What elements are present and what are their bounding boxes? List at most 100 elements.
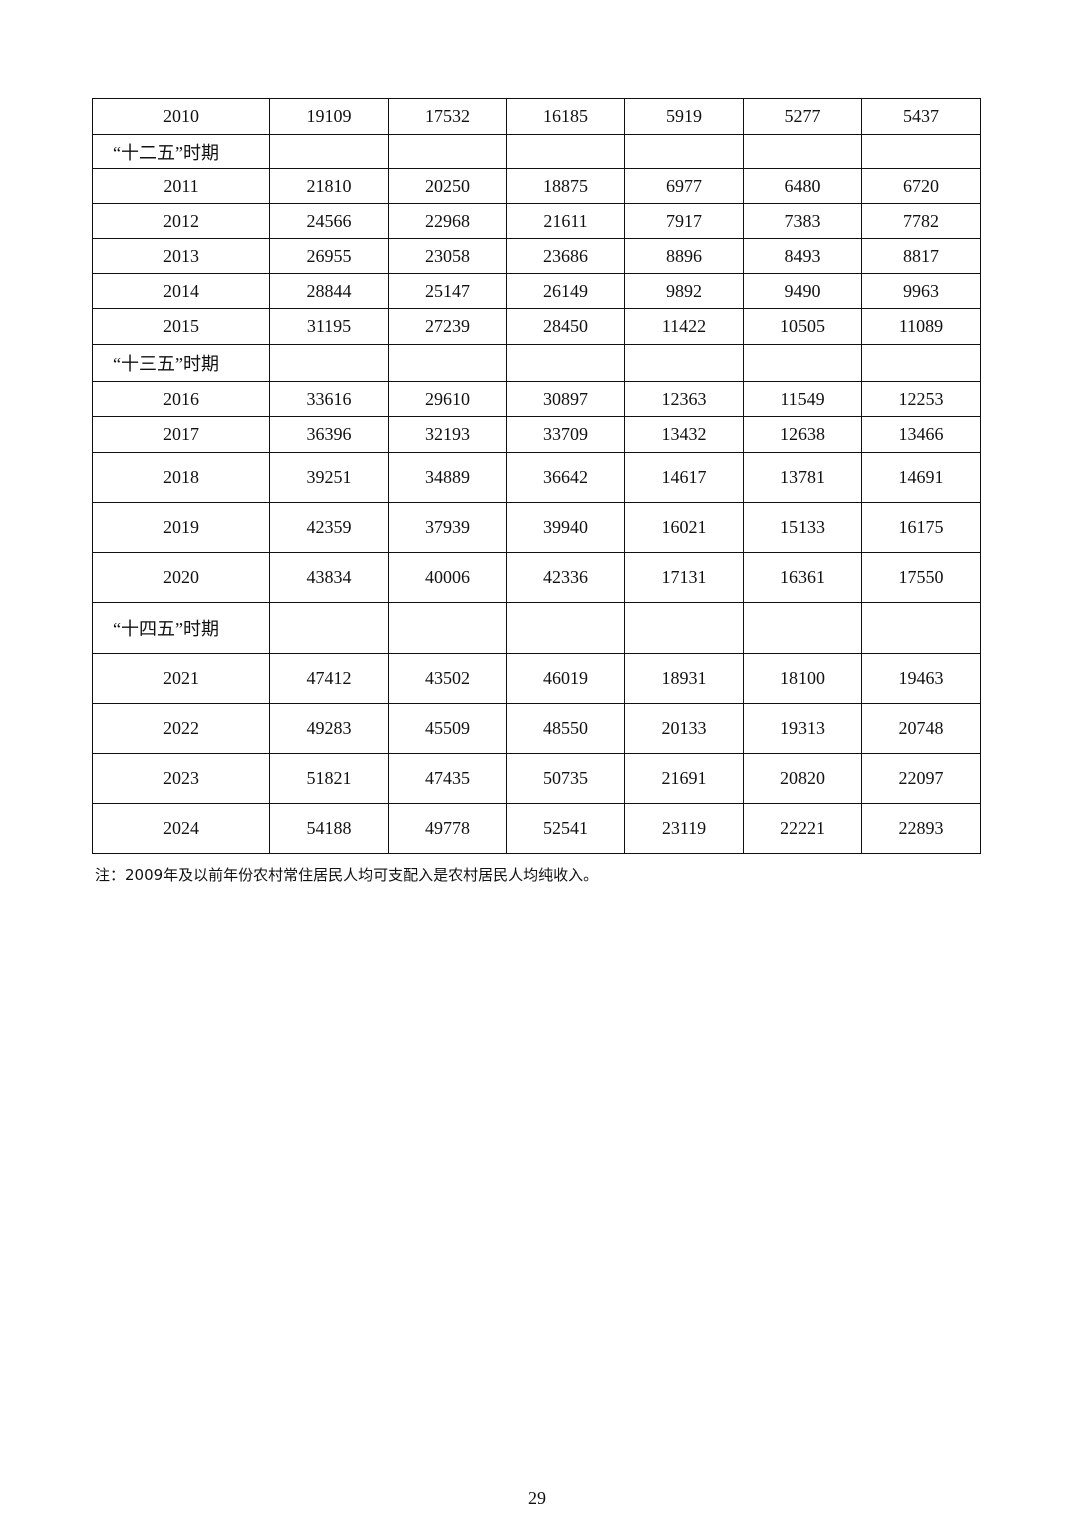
value-cell: 9490 (743, 273, 862, 309)
table-row: 2024 54188 49778 52541 23119 22221 22893 (92, 803, 981, 854)
value-cell (506, 344, 625, 382)
value-cell: 12363 (624, 381, 744, 417)
value-cell: 18875 (506, 168, 625, 204)
value-cell: 37939 (388, 502, 507, 553)
value-cell (388, 602, 507, 654)
table-row: 2020 43834 40006 42336 17131 16361 17550 (92, 552, 981, 603)
value-cell: 21611 (506, 203, 625, 239)
value-cell: 33616 (269, 381, 389, 417)
value-cell: 13781 (743, 452, 862, 503)
value-cell: 17550 (861, 552, 981, 603)
value-cell: 11422 (624, 308, 744, 345)
year-cell: 2020 (92, 552, 270, 603)
value-cell: 30897 (506, 381, 625, 417)
table-row: 2018 39251 34889 36642 14617 13781 14691 (92, 452, 981, 503)
value-cell: 7917 (624, 203, 744, 239)
value-cell (743, 602, 862, 654)
value-cell (624, 134, 744, 169)
year-cell: 2011 (92, 168, 270, 204)
value-cell: 5919 (624, 98, 744, 135)
value-cell: 7782 (861, 203, 981, 239)
value-cell: 51821 (269, 753, 389, 804)
value-cell: 42359 (269, 502, 389, 553)
value-cell: 34889 (388, 452, 507, 503)
value-cell: 24566 (269, 203, 389, 239)
table-note: 注：2009年及以前年份农村常住居民人均可支配入是农村居民人均纯收入。 (95, 866, 599, 884)
value-cell: 16175 (861, 502, 981, 553)
value-cell: 19109 (269, 98, 389, 135)
period-label: “十三五”时期 (92, 344, 270, 382)
value-cell: 23058 (388, 238, 507, 274)
year-cell: 2015 (92, 308, 270, 345)
value-cell (506, 134, 625, 169)
period-header-row: “十三五”时期 (92, 344, 981, 382)
value-cell (861, 344, 981, 382)
value-cell: 16021 (624, 502, 744, 553)
value-cell: 6977 (624, 168, 744, 204)
value-cell: 9963 (861, 273, 981, 309)
value-cell: 14617 (624, 452, 744, 503)
value-cell: 48550 (506, 703, 625, 754)
value-cell (861, 602, 981, 654)
page-number: 29 (528, 1488, 546, 1508)
value-cell: 7383 (743, 203, 862, 239)
period-header-row: “十二五”时期 (92, 134, 981, 169)
value-cell (743, 134, 862, 169)
value-cell: 47412 (269, 653, 389, 704)
table-row: 2015 31195 27239 28450 11422 10505 11089 (92, 308, 981, 345)
table-row: 2017 36396 32193 33709 13432 12638 13466 (92, 416, 981, 453)
year-cell: 2024 (92, 803, 270, 854)
value-cell: 18100 (743, 653, 862, 704)
value-cell: 36642 (506, 452, 625, 503)
value-cell: 39251 (269, 452, 389, 503)
value-cell: 19313 (743, 703, 862, 754)
value-cell: 8493 (743, 238, 862, 274)
year-cell: 2017 (92, 416, 270, 453)
value-cell: 20748 (861, 703, 981, 754)
value-cell (506, 602, 625, 654)
year-cell: 2014 (92, 273, 270, 309)
value-cell: 49778 (388, 803, 507, 854)
value-cell: 25147 (388, 273, 507, 309)
value-cell: 12638 (743, 416, 862, 453)
value-cell: 36396 (269, 416, 389, 453)
value-cell: 50735 (506, 753, 625, 804)
year-cell: 2012 (92, 203, 270, 239)
period-header-row: “十四五”时期 (92, 602, 981, 654)
value-cell: 45509 (388, 703, 507, 754)
value-cell: 39940 (506, 502, 625, 553)
value-cell (269, 602, 389, 654)
value-cell: 29610 (388, 381, 507, 417)
year-cell: 2016 (92, 381, 270, 417)
value-cell: 43834 (269, 552, 389, 603)
value-cell: 21691 (624, 753, 744, 804)
table-row: 2022 49283 45509 48550 20133 19313 20748 (92, 703, 981, 754)
value-cell: 22221 (743, 803, 862, 854)
table-row: 2012 24566 22968 21611 7917 7383 7782 (92, 203, 981, 239)
value-cell: 15133 (743, 502, 862, 553)
value-cell (388, 344, 507, 382)
table-row: 2016 33616 29610 30897 12363 11549 12253 (92, 381, 981, 417)
value-cell: 16185 (506, 98, 625, 135)
period-label: “十二五”时期 (92, 134, 270, 169)
value-cell: 43502 (388, 653, 507, 704)
value-cell: 33709 (506, 416, 625, 453)
value-cell: 14691 (861, 452, 981, 503)
value-cell: 28844 (269, 273, 389, 309)
value-cell: 9892 (624, 273, 744, 309)
value-cell: 40006 (388, 552, 507, 603)
table-row: 2014 28844 25147 26149 9892 9490 9963 (92, 273, 981, 309)
value-cell: 6720 (861, 168, 981, 204)
value-cell: 8817 (861, 238, 981, 274)
table-row: 2013 26955 23058 23686 8896 8493 8817 (92, 238, 981, 274)
year-cell: 2019 (92, 502, 270, 553)
value-cell: 31195 (269, 308, 389, 345)
table-row: 2019 42359 37939 39940 16021 15133 16175 (92, 502, 981, 553)
value-cell (388, 134, 507, 169)
value-cell: 13466 (861, 416, 981, 453)
value-cell: 20133 (624, 703, 744, 754)
value-cell: 20250 (388, 168, 507, 204)
value-cell: 6480 (743, 168, 862, 204)
value-cell: 23119 (624, 803, 744, 854)
value-cell: 11549 (743, 381, 862, 417)
